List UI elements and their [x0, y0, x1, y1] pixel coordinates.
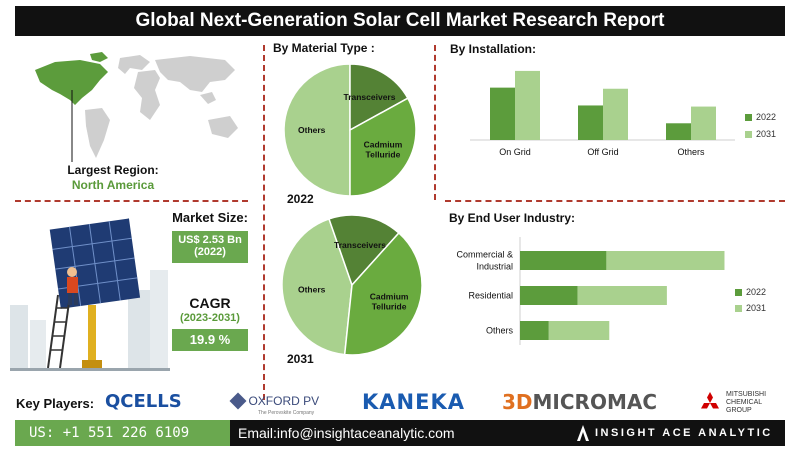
material-type-title: By Material Type :: [273, 41, 375, 55]
cagr-period: (2023-2031): [180, 312, 240, 324]
largest-region-label: Largest Region:: [67, 163, 159, 177]
pie-slice-label: Others: [298, 125, 326, 135]
market-size-year: (2022): [194, 246, 226, 258]
oxford-pv-logo-text: OXFORD PV: [248, 393, 320, 408]
mitsubishi-diamonds-icon: [701, 392, 719, 409]
3d-micromac-logo: 3DMICROMAC: [502, 390, 657, 414]
x-tick-label: On Grid: [499, 147, 531, 157]
mitsubishi-text: MITSUBISHI CHEMICAL GROUP: [726, 391, 766, 415]
kaneka-logo-text: KANEKA: [362, 390, 465, 414]
market-size-box: US$ 2.53 Bn (2022): [172, 231, 248, 263]
divider: [263, 45, 265, 400]
legend-swatch: [735, 305, 742, 312]
cagr-label: CAGR: [189, 295, 231, 311]
cagr-value: 19.9 %: [172, 329, 248, 351]
pie-slice: [349, 97, 417, 197]
mitsubishi-line-3: GROUP: [726, 407, 752, 414]
bar: [691, 106, 716, 140]
divider: [434, 45, 436, 200]
end-user-title: By End User Industry:: [449, 211, 576, 225]
market-size-value: US$ 2.53 Bn: [178, 234, 242, 246]
pie-slice: [328, 214, 400, 287]
legend-label: 2022: [746, 287, 766, 297]
bar-segment: [520, 321, 549, 340]
pie-slice: [283, 63, 351, 197]
divider: [445, 200, 785, 202]
qcells-logo: QCELLS: [105, 391, 182, 412]
oxford-pv-tagline: The Perovskite Company: [258, 410, 315, 416]
pie-slice-label: Cadmium Telluride: [370, 292, 409, 312]
oxford-pv-icon: [229, 392, 247, 410]
installation-bar-chart: On Grid Off Grid Others 2022 2031: [470, 70, 776, 157]
micromac-logo-text: MICROMAC: [532, 390, 658, 414]
legend-label: 2022: [756, 112, 776, 122]
material-pie-2031: Others Transceivers Cadmium Telluride: [282, 214, 423, 356]
bar-segment: [520, 251, 607, 270]
x-tick-label: Off Grid: [587, 147, 618, 157]
pie-year-2022: 2022: [287, 192, 314, 206]
mitsubishi-line-2: CHEMICAL: [726, 399, 763, 406]
footer-brand-text: INSIGHT ACE ANALYTIC: [595, 427, 773, 439]
pie-slice: [349, 63, 409, 132]
y-tick-label: Residential: [468, 291, 513, 301]
bar: [490, 87, 515, 140]
pie-slice-label: Transceivers: [343, 92, 395, 102]
kaneka-logo: KANEKA: [362, 390, 465, 414]
pie-slice-label: Cadmium Telluride: [364, 139, 403, 159]
largest-region-value: North America: [71, 178, 155, 192]
market-size-label: Market Size:: [172, 210, 248, 225]
installation-title: By Installation:: [450, 42, 537, 56]
legend-swatch: [745, 131, 752, 138]
footer-email: Email:info@insightaceanalytic.com: [230, 420, 565, 446]
oxford-pv-logo: OXFORD PV The Perovskite Company: [229, 392, 320, 416]
bar-segment: [606, 251, 725, 270]
material-pie-2022: Others Transceivers Cadmium Telluride: [283, 63, 417, 197]
solar-technician-illustration: [10, 218, 170, 371]
end-user-bar-chart: Commercial & Industrial Residential Others 2…: [456, 237, 766, 345]
pie-year-2031: 2031: [287, 352, 314, 366]
qcells-logo-text: QCELLS: [105, 391, 182, 412]
bar: [666, 123, 691, 140]
pie-slice: [282, 217, 353, 356]
bar-segment: [577, 286, 667, 305]
page-title: Global Next-Generation Solar Cell Market…: [15, 6, 785, 36]
bar: [578, 105, 603, 140]
pie-slice-label: Transceivers: [334, 240, 386, 250]
bar: [515, 70, 540, 140]
footer-phone: US: +1 551 226 6109: [15, 420, 230, 446]
bar: [603, 88, 628, 140]
brand-logo-icon: [577, 425, 589, 441]
key-players-label: Key Players:: [16, 396, 95, 411]
legend-label: 2031: [746, 303, 766, 313]
bar-segment: [548, 321, 610, 340]
legend-label: 2031: [756, 129, 776, 139]
divider: [15, 200, 248, 202]
bar-segment: [520, 286, 578, 305]
pie-slice-label: Others: [298, 285, 326, 295]
mitsubishi-line-1: MITSUBISHI: [726, 391, 767, 398]
pie-slice: [343, 231, 423, 356]
world-map: [35, 52, 238, 162]
x-tick-label: Others: [677, 147, 705, 157]
y-tick-label: Others: [486, 326, 514, 336]
footer-brand: INSIGHT ACE ANALYTIC: [565, 420, 785, 446]
y-tick-label: Commercial & Industrial: [456, 250, 513, 272]
legend-swatch: [745, 114, 752, 121]
3d-logo-text: 3D: [502, 390, 533, 414]
legend-swatch: [735, 289, 742, 296]
